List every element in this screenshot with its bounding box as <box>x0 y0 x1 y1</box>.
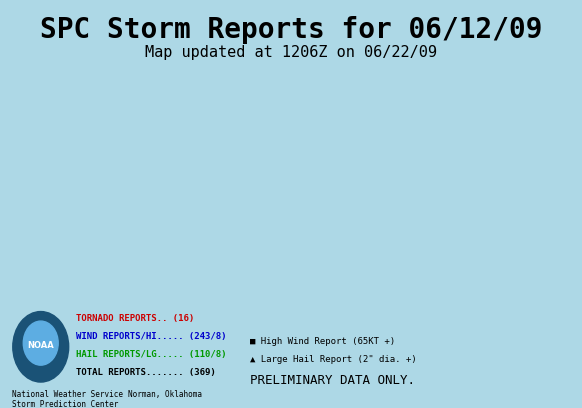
Text: National Weather Service
Storm Prediction Center: National Weather Service Storm Predictio… <box>12 390 123 408</box>
Circle shape <box>23 321 58 365</box>
Text: SPC Storm Reports for 06/12/09: SPC Storm Reports for 06/12/09 <box>40 16 542 44</box>
Circle shape <box>13 312 69 382</box>
Text: Norman, Oklahoma: Norman, Oklahoma <box>128 390 202 399</box>
Text: TOTAL REPORTS....... (369): TOTAL REPORTS....... (369) <box>76 368 215 377</box>
Text: WIND REPORTS/HI..... (243/8): WIND REPORTS/HI..... (243/8) <box>76 332 226 341</box>
Text: ▲ Large Hail Report (2" dia. +): ▲ Large Hail Report (2" dia. +) <box>250 355 417 364</box>
Text: PRELIMINARY DATA ONLY.: PRELIMINARY DATA ONLY. <box>250 373 416 386</box>
Text: NOAA: NOAA <box>27 341 54 350</box>
Text: Map updated at 1206Z on 06/22/09: Map updated at 1206Z on 06/22/09 <box>145 45 437 60</box>
Text: TORNADO REPORTS.. (16): TORNADO REPORTS.. (16) <box>76 314 194 323</box>
Text: HAIL REPORTS/LG..... (110/8): HAIL REPORTS/LG..... (110/8) <box>76 350 226 359</box>
Text: ■ High Wind Report (65KT +): ■ High Wind Report (65KT +) <box>250 337 395 346</box>
